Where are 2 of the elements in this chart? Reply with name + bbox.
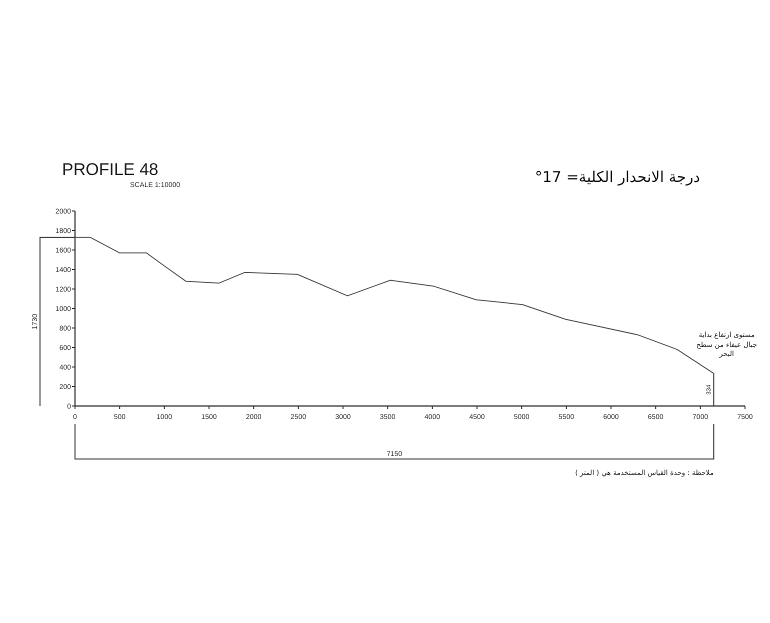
title: PROFILE 48 [62, 160, 158, 179]
annotation: درجة الانحدار الكلية= 17° [534, 168, 700, 186]
